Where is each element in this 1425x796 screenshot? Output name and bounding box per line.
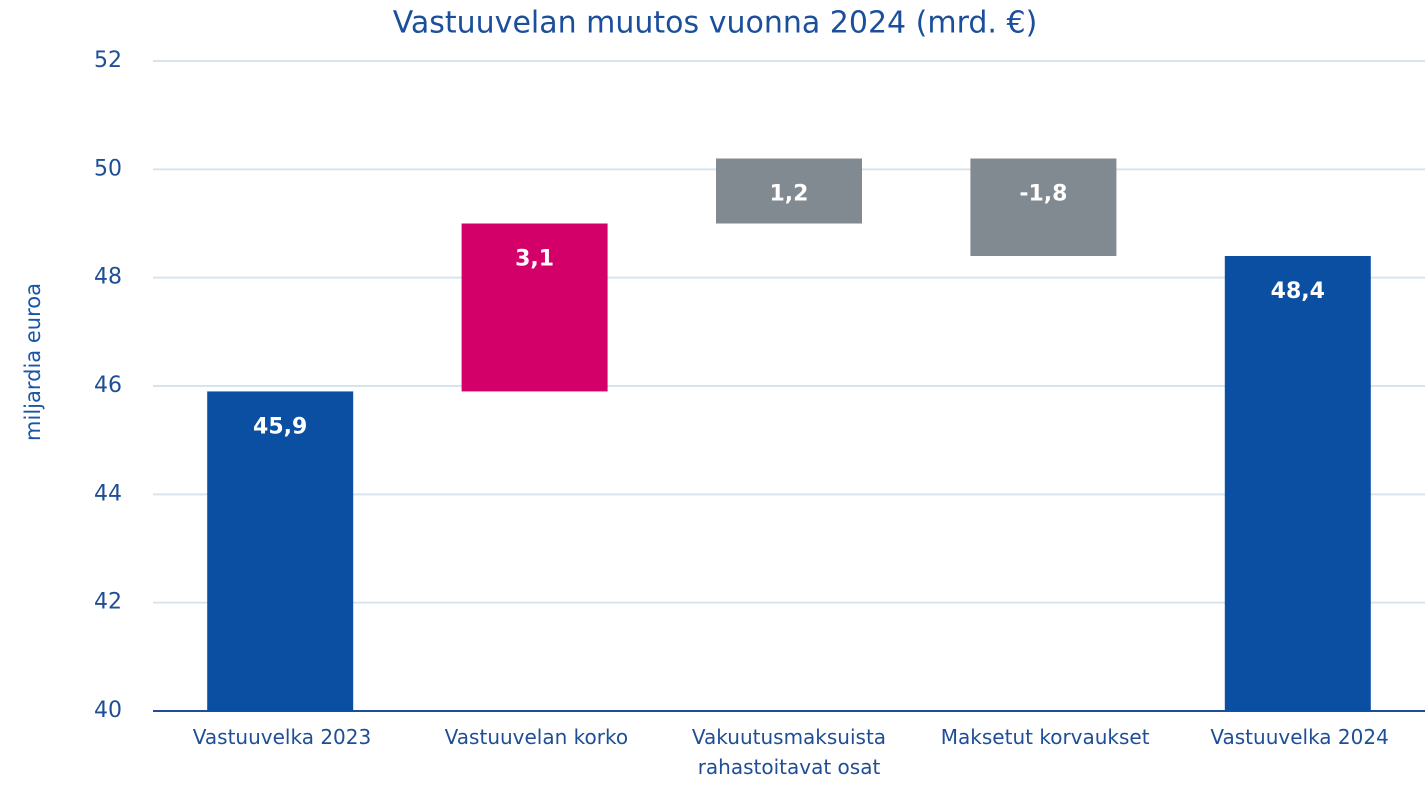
y-tick-label: 42 xyxy=(94,590,122,615)
y-tick-label: 48 xyxy=(94,265,122,290)
data-label: -1,8 xyxy=(1019,182,1067,207)
x-tick-label: Vastuuvelan korko xyxy=(444,725,629,749)
data-label: 1,2 xyxy=(770,182,809,207)
y-tick-label: 44 xyxy=(94,481,122,506)
bar xyxy=(207,391,354,711)
x-tick-label: Vastuuvelka 2023 xyxy=(192,725,372,749)
chart-title: Vastuuvelan muutos vuonna 2024 (mrd. €) xyxy=(393,6,1038,41)
x-tick-label: Vastuuvelka 2024 xyxy=(1210,725,1389,749)
bar xyxy=(461,223,608,392)
y-tick-label: 50 xyxy=(94,156,122,181)
y-tick-label: 52 xyxy=(94,48,122,73)
x-tick-label: Vakuutusmaksuista rahastoitavat osat xyxy=(691,725,887,779)
y-tick-label: 40 xyxy=(94,698,122,723)
y-tick-label: 46 xyxy=(94,373,122,398)
y-axis-label: miljardia euroa xyxy=(21,283,45,441)
data-label: 48,4 xyxy=(1271,279,1325,304)
data-label: 3,1 xyxy=(515,247,554,272)
bar xyxy=(1224,256,1371,711)
bar xyxy=(970,158,1117,256)
x-tick-label: Maksetut korvaukset xyxy=(940,725,1150,749)
data-label: 45,9 xyxy=(253,414,307,439)
bar xyxy=(716,158,862,224)
